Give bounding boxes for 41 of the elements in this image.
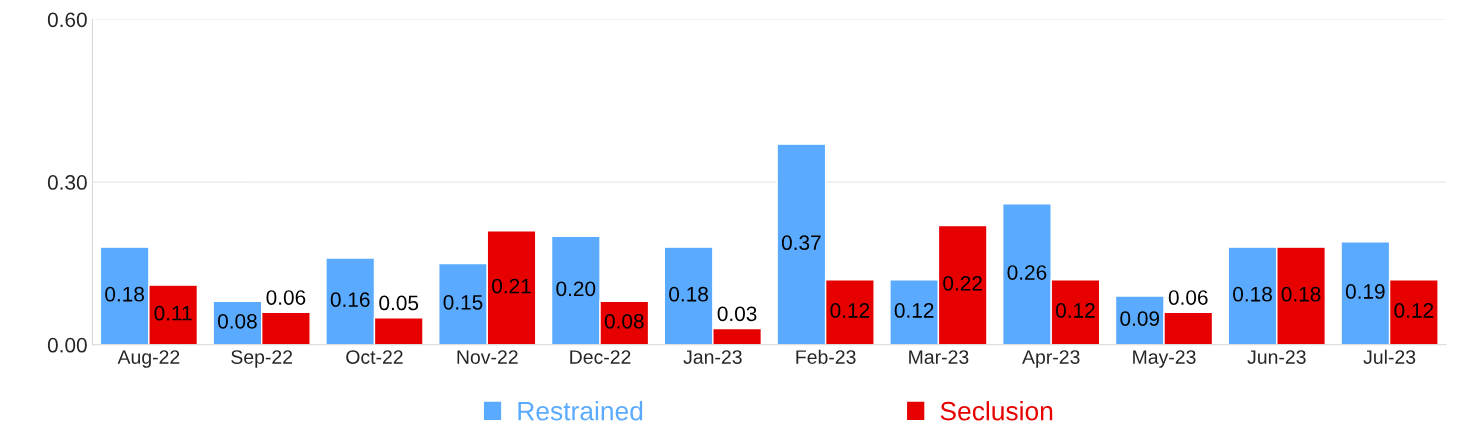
x-tick-label: Feb-23 [796, 349, 856, 364]
data-label: 0.16 [330, 292, 370, 308]
data-label: 0.11 [154, 305, 192, 321]
x-tick-label: May-23 [1133, 350, 1196, 368]
x-tick-label: Jul-23 [1363, 349, 1416, 364]
y-tick-label: 0.30 [47, 175, 87, 190]
x-tick-label: Jun-23 [1247, 350, 1306, 364]
data-label: 0.18 [1233, 286, 1272, 302]
data-label: 0.18 [105, 286, 144, 302]
data-label: 0.21 [492, 278, 531, 294]
data-label: 0.12 [894, 303, 934, 318]
data-label: 0.12 [830, 303, 870, 318]
x-tick-label: Nov-22 [457, 350, 518, 364]
x-tick-label: Dec-22 [570, 350, 631, 364]
y-tick-label: 0.60 [47, 12, 87, 28]
legend-label: Seclusion [940, 401, 1053, 421]
x-tick-label: Apr-23 [1022, 350, 1080, 368]
x-tick-label: Aug-22 [117, 350, 180, 368]
data-label: 0.09 [1120, 311, 1160, 326]
data-label: 0.18 [1281, 286, 1321, 302]
data-label: 0.06 [1168, 290, 1208, 305]
data-label: 0.20 [556, 281, 596, 297]
x-tick-label: Jan-23 [683, 350, 742, 364]
data-label: 0.22 [943, 275, 982, 291]
data-label: 0.08 [604, 313, 644, 329]
data-label: 0.06 [266, 290, 306, 305]
legend-label: Restrained [518, 401, 643, 421]
x-tick-label: Oct-22 [346, 350, 403, 364]
data-label: 0.08 [217, 313, 257, 329]
x-tick-label: Mar-23 [909, 350, 969, 364]
data-label: 0.12 [1056, 303, 1095, 318]
data-label: 0.26 [1007, 265, 1047, 280]
data-label: 0.18 [669, 286, 708, 302]
data-label: 0.05 [379, 295, 419, 311]
y-tick-label: 0.00 [47, 337, 87, 353]
data-label: 0.03 [717, 306, 757, 322]
data-label: 0.12 [1394, 303, 1434, 318]
x-tick-label: Sep-22 [231, 350, 293, 368]
data-label: 0.19 [1345, 284, 1385, 299]
data-label: 0.37 [781, 235, 821, 251]
data-label: 0.15 [443, 294, 483, 310]
